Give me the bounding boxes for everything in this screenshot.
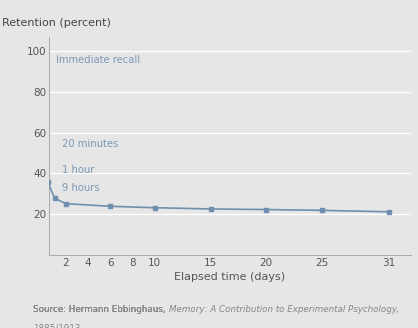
Text: 1885/1913: 1885/1913 bbox=[33, 323, 81, 328]
Text: Memory: A Contribution to Experimental Psychology,: Memory: A Contribution to Experimental P… bbox=[169, 305, 399, 314]
Text: 20 minutes: 20 minutes bbox=[62, 139, 119, 149]
Text: Source: Hermann Ebbinghaus,: Source: Hermann Ebbinghaus, bbox=[33, 305, 169, 314]
Text: Retention (percent): Retention (percent) bbox=[2, 18, 111, 28]
Text: Source: Hermann Ebbinghaus,: Source: Hermann Ebbinghaus, bbox=[33, 305, 169, 314]
Text: Immediate recall: Immediate recall bbox=[56, 55, 140, 65]
Text: 9 hours: 9 hours bbox=[62, 183, 100, 194]
Text: Source: Hermann Ebbinghaus,: Source: Hermann Ebbinghaus, bbox=[33, 305, 169, 314]
Text: 1 hour: 1 hour bbox=[62, 165, 95, 175]
X-axis label: Elapsed time (days): Elapsed time (days) bbox=[174, 272, 285, 282]
